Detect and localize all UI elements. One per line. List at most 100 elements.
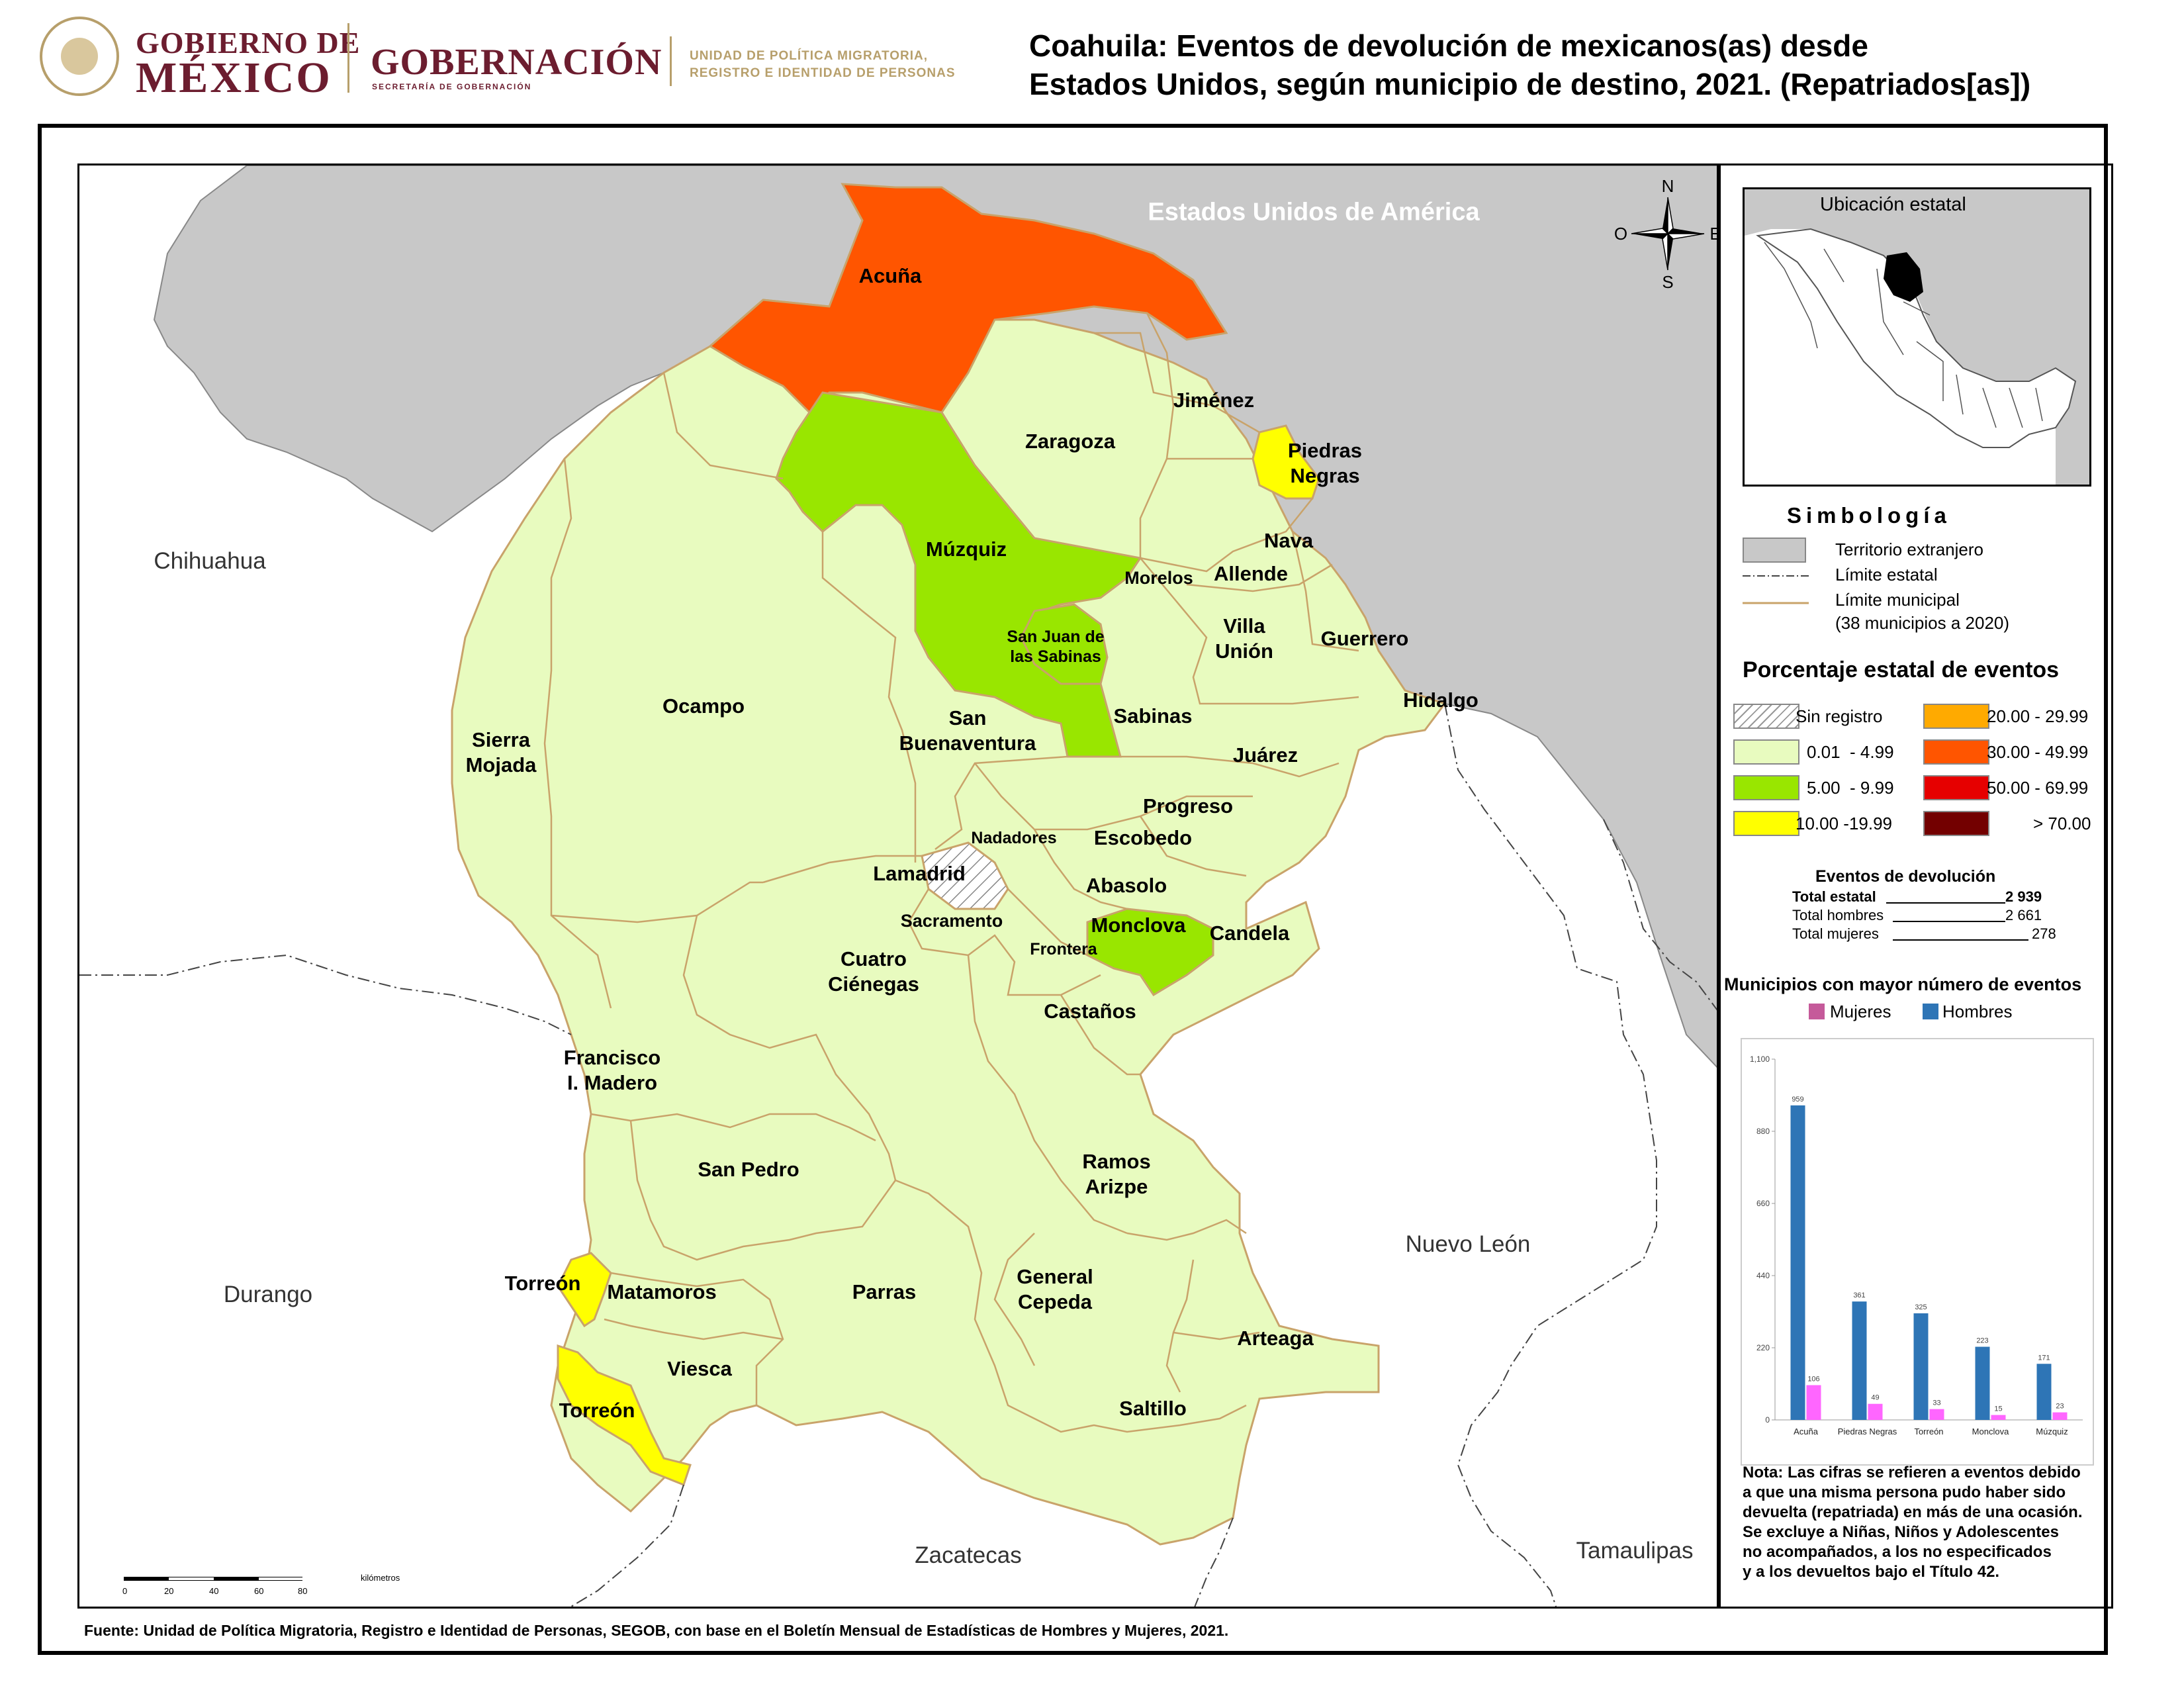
swatch-20-30: [1923, 704, 1989, 729]
label-sabinas: Sabinas: [1113, 704, 1193, 727]
note-line-3: devuelta (repatriada) en más de una ocas…: [1743, 1503, 2083, 1521]
legend-limite-estatal: Límite estatal: [1835, 565, 1938, 585]
label-estados-unidos: Estados Unidos de América: [1148, 198, 1480, 226]
legend-state-line-icon: [1743, 575, 1809, 577]
note-line-1: Nota: Las cifras se refieren a eventos d…: [1743, 1464, 2081, 1481]
eventos-value-hombres: 2 661: [2005, 907, 2042, 923]
eventos-row-total: Total estatal: [1792, 888, 1876, 906]
swatch-sin-registro: [1733, 704, 1799, 729]
chart-data-label-mujeres: 15: [1994, 1405, 2002, 1413]
locator-inset: [1743, 187, 2091, 487]
label-muzquiz: Múzquiz: [925, 538, 1007, 561]
chart-y-tick-label: 0: [1765, 1415, 1770, 1425]
title-line2: Estados Unidos, según municipio de desti…: [1029, 67, 2031, 101]
note-line-6: y a los devueltos bajo el Título 42.: [1743, 1563, 2000, 1581]
chart-category-label: Torreón: [1914, 1427, 1943, 1436]
legend-pct-title: Porcentaje estatal de eventos: [1743, 657, 2060, 682]
legend-class-0-5: 0.01 - 4.99: [1807, 742, 1894, 762]
chart-data-label-hombres: 223: [1976, 1337, 1988, 1345]
label-sierra-mojada: Sierra Mojada: [466, 727, 537, 778]
eventos-leader-mujeres: [1893, 939, 2028, 941]
chart-category-label: Monclova: [1972, 1427, 2009, 1436]
label-parras: Parras: [852, 1280, 917, 1303]
state-borders: [79, 703, 1717, 1607]
label-ramos-arizpe-line1: Ramos: [1082, 1150, 1151, 1173]
chart-y-tick-label: 440: [1756, 1271, 1770, 1280]
label-san-pedro: San Pedro: [698, 1158, 799, 1181]
chart-bar-hombres: [1975, 1346, 1990, 1420]
scale-tick-80: 80: [298, 1586, 308, 1596]
eventos-leader-hombres: [1893, 921, 2005, 922]
chart-category-label: Piedras Negras: [1838, 1427, 1897, 1436]
compass-west: O: [1614, 224, 1627, 244]
legend-panel: [1719, 164, 2113, 1609]
muni-monclova: [1086, 908, 1214, 997]
legend-class-70: > 70.00: [2033, 814, 2091, 833]
compass-rose-icon: N S E O: [1614, 177, 1719, 290]
label-san-buenaventura-line1: San: [948, 706, 987, 729]
chart-legend-mujeres: Mujeres: [1830, 1002, 1891, 1021]
label-ocampo: Ocampo: [662, 694, 745, 718]
scale-tick-40: 40: [209, 1586, 219, 1596]
label-torreon-north: Torreón: [504, 1272, 581, 1295]
legend-class-10-20: 10.00 -19.99: [1796, 814, 1893, 833]
note-line-4: Se excluye a Niñas, Niños y Adolescentes: [1743, 1523, 2059, 1541]
label-viesca: Viesca: [667, 1357, 732, 1380]
label-chihuahua: Chihuahua: [154, 548, 266, 574]
eventos-label-mujeres: Total mujeres: [1792, 925, 1879, 942]
scale-unit: kilómetros: [361, 1573, 400, 1583]
muni-torreon-north: [557, 1252, 612, 1328]
eventos-value-mujeres: 278: [2032, 925, 2056, 942]
chart-data-label-mujeres: 49: [1871, 1394, 1879, 1402]
label-general-cepeda: General Cepeda: [1017, 1264, 1093, 1315]
label-sierra-mojada-line1: Sierra: [472, 728, 530, 751]
map-panel: N S E O 0 20 40 60 80 kilómetros: [77, 164, 1719, 1609]
eventos-title: Eventos de devolución: [1815, 867, 1996, 886]
legend-class-50-70: 50.00 - 69.99: [1987, 778, 2089, 798]
label-villa-union-line1: Villa: [1223, 614, 1265, 637]
chart-bar-mujeres: [1929, 1409, 1944, 1420]
chart-legend-hombres: Hombres: [1942, 1002, 2013, 1021]
swatch-0-5: [1733, 739, 1799, 765]
chart-legend-mujeres-swatch: [1809, 1004, 1825, 1019]
chart-bar-mujeres: [2052, 1412, 2068, 1420]
label-francisco-line2: I. Madero: [567, 1071, 658, 1094]
muni-lamadrid: [921, 841, 1009, 910]
compass-east: E: [1709, 224, 1719, 244]
label-frontera: Frontera: [1030, 940, 1097, 959]
chart-legend-hombres-swatch: [1923, 1004, 1938, 1019]
label-general-cepeda-line1: General: [1017, 1265, 1093, 1288]
chart-bar-hombres: [1790, 1105, 1805, 1420]
label-villa-union: Villa Unión: [1215, 614, 1273, 664]
label-sacramento: Sacramento: [900, 911, 1003, 931]
label-nuevo-leon: Nuevo León: [1405, 1231, 1531, 1257]
label-cuatro-cienegas-line2: Ciénegas: [828, 972, 919, 996]
muni-san-juan-de-las-sabinas: [1020, 603, 1109, 685]
chart-title: Municipios con mayor número de eventos: [1724, 974, 2082, 994]
compass-north: N: [1662, 177, 1674, 196]
coahuila-state: [451, 299, 1447, 1546]
legend-class-30-50: 30.00 - 49.99: [1987, 742, 2089, 762]
compass-south: S: [1662, 272, 1673, 290]
unidad-logo: UNIDAD DE POLÍTICA MIGRATORIA, REGISTRO …: [690, 48, 956, 82]
label-monclova: Monclova: [1091, 914, 1186, 937]
label-francisco-i-madero: Francisco I. Madero: [564, 1045, 660, 1096]
swatch-30-50: [1923, 739, 1989, 765]
label-acuna: Acuña: [858, 264, 922, 287]
label-nava: Nava: [1263, 529, 1314, 552]
source-footer: Fuente: Unidad de Política Migratoria, R…: [84, 1622, 1229, 1639]
eventos-value-total: 2 939: [2005, 888, 2042, 905]
chart-category-label: Múzquiz: [2036, 1427, 2068, 1436]
chart-bar-hombres: [1913, 1313, 1929, 1420]
scale-tick-60: 60: [254, 1586, 264, 1596]
label-villa-union-line2: Unión: [1215, 639, 1273, 663]
label-cuatro-cienegas: Cuatro Ciénegas: [828, 947, 919, 997]
gobernacion-logo: GOBERNACIÓN: [371, 42, 662, 83]
logo-separator: [347, 23, 349, 93]
label-san-juan-line1: San Juan de: [1007, 628, 1105, 646]
swatch-10-20: [1733, 811, 1799, 836]
chart-category-label: Acuña: [1794, 1427, 1819, 1436]
scale-tick-0: 0: [122, 1586, 128, 1596]
scale-bar-graphic: [124, 1577, 302, 1581]
eventos-label-total: Total estatal: [1792, 888, 1876, 905]
